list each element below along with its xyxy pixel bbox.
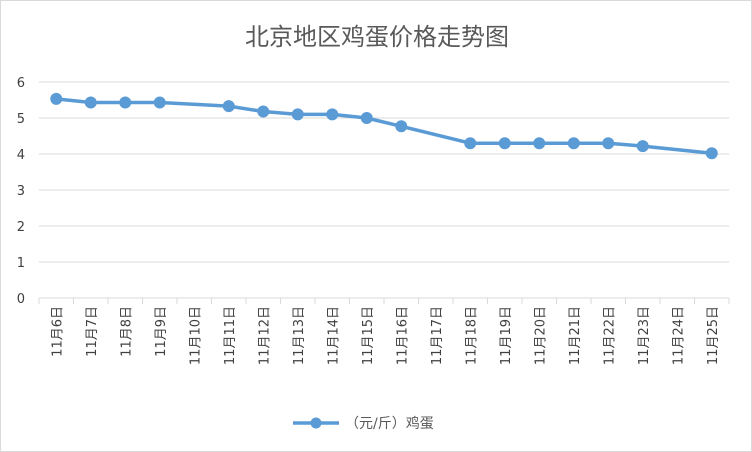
data-point-11月9日	[153, 96, 166, 109]
x-tick-label: 11月11日	[223, 306, 238, 365]
data-point-11月16日	[395, 120, 408, 133]
x-tick-label: 11月6日	[50, 306, 65, 357]
x-tick-label: 11月14日	[326, 306, 341, 365]
y-tick-label: 3	[17, 184, 25, 199]
legend-label: （元/斤）鸡蛋	[345, 415, 434, 432]
gridlines	[38, 81, 730, 304]
y-tick-label: 0	[17, 292, 25, 307]
y-tick-label: 6	[17, 76, 25, 91]
x-tick-label: 11月20日	[533, 306, 548, 365]
x-tick-label: 11月18日	[464, 306, 479, 365]
x-tick-label: 11月21日	[568, 306, 583, 365]
legend: （元/斤）鸡蛋	[293, 415, 434, 432]
x-tick-label: 11月10日	[188, 306, 203, 365]
data-point-11月14日	[326, 108, 339, 121]
x-tick-label: 11月19日	[499, 306, 514, 365]
y-tick-label: 5	[17, 112, 25, 127]
data-point-11月12日	[257, 105, 270, 118]
y-tick-label: 1	[17, 256, 25, 271]
data-point-11月23日	[636, 140, 649, 153]
x-tick-label: 11月25日	[706, 306, 721, 365]
x-tick-label: 11月23日	[637, 306, 652, 365]
data-point-11月25日	[705, 147, 718, 160]
data-point-11月6日	[50, 92, 63, 105]
x-tick-label: 11月12日	[257, 306, 272, 365]
x-tick-label: 11月16日	[395, 306, 410, 365]
x-tick-label: 11月8日	[119, 306, 134, 357]
x-tick-label: 11月17日	[430, 306, 445, 365]
legend-marker	[310, 417, 322, 429]
x-tick-label: 11月13日	[292, 306, 307, 365]
y-axis-ticks: 0 1 2 3 4 5 6	[17, 76, 25, 307]
data-point-11月8日	[119, 96, 132, 109]
data-point-11月15日	[360, 112, 373, 124]
data-point-11月20日	[533, 137, 546, 150]
data-point-11月7日	[84, 96, 97, 109]
x-tick-label: 11月7日	[85, 306, 100, 357]
data-point-11月18日	[464, 137, 477, 150]
data-point-11月19日	[498, 137, 511, 150]
x-tick-label: 11月9日	[154, 306, 169, 357]
data-point-11月13日	[291, 108, 304, 121]
x-tick-label: 11月24日	[671, 306, 686, 365]
data-point-11月11日	[222, 100, 235, 113]
y-tick-label: 4	[17, 148, 25, 163]
y-tick-label: 2	[17, 220, 25, 235]
series-group	[50, 92, 718, 160]
chart-title: 北京地区鸡蛋价格走势图	[245, 23, 509, 51]
x-tick-label: 11月22日	[602, 306, 617, 365]
data-point-11月22日	[602, 137, 615, 150]
x-axis-ticks: 11月6日 11月7日 11月8日 11月9日 11月10日 11月11日 11月12日 11…	[50, 306, 721, 365]
x-tick-label: 11月15日	[361, 306, 376, 365]
data-point-11月21日	[567, 137, 580, 150]
